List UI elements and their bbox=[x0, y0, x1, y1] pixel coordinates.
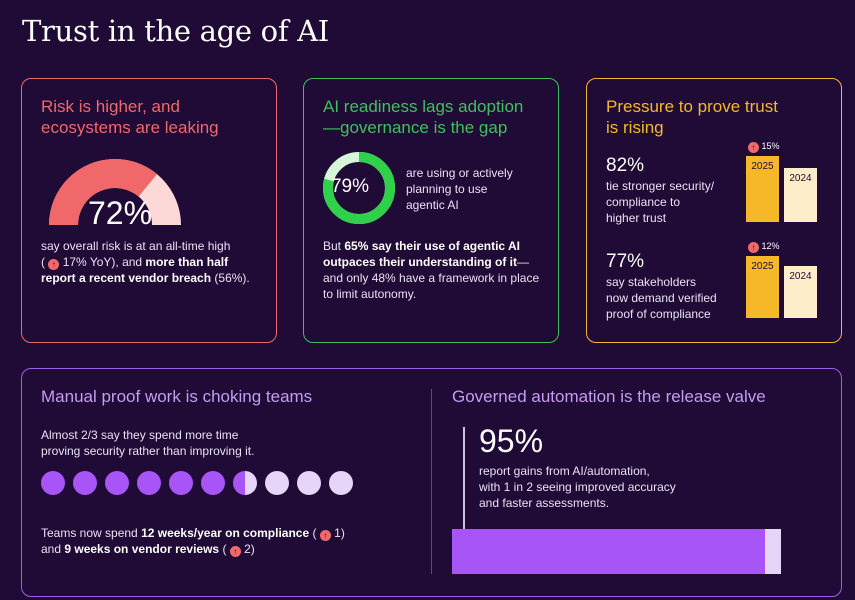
proportion-dot bbox=[105, 471, 129, 495]
pressure-stat2-text: say stakeholders now demand verified pro… bbox=[606, 274, 741, 322]
section-divider bbox=[431, 389, 432, 574]
governed-text3: and faster assessments. bbox=[479, 496, 610, 510]
risk-tail: (56%). bbox=[211, 271, 250, 285]
risk-yoy: 17% YoY), and bbox=[62, 255, 146, 269]
foot-a: Teams now spend bbox=[41, 526, 142, 540]
risk-text-line1: say overall risk is at an all-time high bbox=[41, 239, 231, 253]
manual-text1: Almost 2/3 say they spend more time bbox=[41, 428, 239, 442]
manual-footnote: Teams now spend 12 weeks/year on complia… bbox=[41, 525, 401, 557]
risk-card: Risk is higher, and ecosystems are leaki… bbox=[21, 78, 277, 343]
stat2-line1: say stakeholders bbox=[606, 275, 697, 289]
ai-p1-a: But bbox=[323, 239, 345, 253]
foot-bold1: 12 weeks/year on compliance bbox=[141, 526, 310, 540]
ai-donut-text1: are using or actively bbox=[406, 166, 513, 180]
proportion-dot bbox=[329, 471, 353, 495]
arrow-up-icon: ↑ bbox=[229, 546, 241, 557]
risk-title-line1: Risk is higher, and bbox=[41, 97, 180, 116]
proportion-dot bbox=[297, 471, 321, 495]
pressure-stat2-value: 77% bbox=[606, 251, 645, 272]
gauge-fill bbox=[49, 159, 158, 225]
foot-b: ( bbox=[309, 526, 320, 540]
proportion-dot bbox=[137, 471, 161, 495]
stat1-bar-2025: 2025 bbox=[746, 156, 779, 222]
pressure-card: Pressure to prove trust is rising 82% ti… bbox=[586, 78, 842, 343]
risk-gauge-value: 72% bbox=[88, 195, 153, 231]
ai-title-line1: AI readiness lags adoption bbox=[323, 97, 524, 116]
arrow-up-icon: ↑ bbox=[748, 242, 759, 253]
ai-p3: and only 48% have a framework in place bbox=[323, 271, 540, 285]
stat2-bar-2024: 2024 bbox=[784, 266, 817, 318]
pressure-title-line1: Pressure to prove trust bbox=[606, 97, 778, 116]
ai-title-line2: —governance is the gap bbox=[323, 118, 508, 137]
ai-p2-tail: — bbox=[517, 255, 530, 269]
risk-card-title: Risk is higher, and ecosystems are leaki… bbox=[41, 96, 219, 138]
arrow-up-icon: ↑ bbox=[48, 259, 60, 270]
manual-title: Manual proof work is choking teams bbox=[41, 387, 313, 406]
stat2-bar-2025-label: 2025 bbox=[751, 261, 774, 272]
ai-readiness-card: AI readiness lags adoption —governance i… bbox=[303, 78, 559, 343]
foot-e: ( bbox=[219, 542, 230, 556]
foot-d: and bbox=[41, 542, 65, 556]
governed-text2: with 1 in 2 seeing improved accuracy bbox=[479, 480, 676, 494]
stat1-bar-2024-label: 2024 bbox=[789, 173, 812, 184]
risk-bold1: more than half bbox=[145, 255, 229, 269]
pressure-stat1-value: 82% bbox=[606, 155, 645, 176]
stat1-change-value: 15% bbox=[761, 141, 780, 151]
stat1-line1: tie stronger security/ bbox=[606, 179, 715, 193]
ai-donut-text2: planning to use bbox=[406, 182, 488, 196]
proportion-dot bbox=[41, 471, 65, 495]
risk-bold2: report a recent vendor breach bbox=[41, 271, 212, 285]
governed-value: 95% bbox=[479, 423, 544, 459]
ai-p1-bold: 65% say their use of agentic AI bbox=[344, 239, 520, 253]
ai-donut-text: are using or actively planning to use ag… bbox=[406, 165, 546, 213]
manual-text2: proving security rather than improving i… bbox=[41, 444, 255, 458]
proportion-dot bbox=[265, 471, 289, 495]
foot-c: 1) bbox=[330, 526, 345, 540]
governed-title: Governed automation is the release valve bbox=[452, 387, 766, 406]
proportion-dot bbox=[73, 471, 97, 495]
ai-donut-value: 79% bbox=[330, 176, 370, 197]
proportion-dot bbox=[233, 471, 257, 495]
foot-f: 2) bbox=[240, 542, 255, 556]
stat1-change: ↑ 15% bbox=[748, 141, 780, 153]
stat1-line2: compliance to bbox=[606, 195, 681, 209]
governed-accent-line bbox=[463, 427, 465, 542]
stat2-line3: proof of compliance bbox=[606, 307, 711, 321]
donut-fill bbox=[323, 152, 395, 224]
governed-text: report gains from AI/automation, with 1 … bbox=[479, 463, 739, 511]
foot-bold2: 9 weeks on vendor reviews bbox=[64, 542, 220, 556]
page-title: Trust in the age of AI bbox=[22, 14, 329, 48]
ai-donut bbox=[323, 152, 395, 224]
stat2-bar-2024-label: 2024 bbox=[789, 271, 812, 282]
manual-text: Almost 2/3 say they spend more time prov… bbox=[41, 427, 341, 459]
stat2-change: ↑ 12% bbox=[748, 241, 780, 253]
stat1-line3: higher trust bbox=[606, 211, 667, 225]
risk-description: say overall risk is at an all-time high … bbox=[41, 239, 250, 285]
ai-donut-text3: agentic AI bbox=[406, 198, 459, 212]
governed-text1: report gains from AI/automation, bbox=[479, 464, 650, 478]
stat2-bar-2025: 2025 bbox=[746, 256, 779, 318]
ai-card-title: AI readiness lags adoption —governance i… bbox=[323, 96, 523, 138]
pressure-stat1-text: tie stronger security/ compliance to hig… bbox=[606, 178, 741, 226]
stat2-change-value: 12% bbox=[761, 241, 780, 251]
risk-gauge bbox=[49, 159, 181, 225]
bottom-card: Manual proof work is choking teams Almos… bbox=[21, 368, 842, 597]
governed-progress-fill bbox=[452, 529, 765, 574]
ai-description: But 65% say their use of agentic AI outp… bbox=[323, 238, 555, 302]
proportion-dot bbox=[169, 471, 193, 495]
proportion-dot bbox=[201, 471, 225, 495]
arrow-up-icon: ↑ bbox=[748, 142, 759, 153]
stat1-bar-2025-label: 2025 bbox=[751, 161, 774, 172]
ai-p2-bold: outpaces their understanding of it bbox=[323, 255, 518, 269]
governed-progress-track bbox=[452, 529, 781, 574]
stat1-bar-2024: 2024 bbox=[784, 168, 817, 222]
pressure-card-title: Pressure to prove trust is rising bbox=[606, 96, 778, 138]
ai-p4: to limit autonomy. bbox=[323, 287, 417, 301]
arrow-up-icon: ↑ bbox=[319, 530, 331, 541]
pressure-title-line2: is rising bbox=[606, 118, 664, 137]
risk-title-line2: ecosystems are leaking bbox=[41, 118, 219, 137]
stat2-line2: now demand verified bbox=[606, 291, 717, 305]
